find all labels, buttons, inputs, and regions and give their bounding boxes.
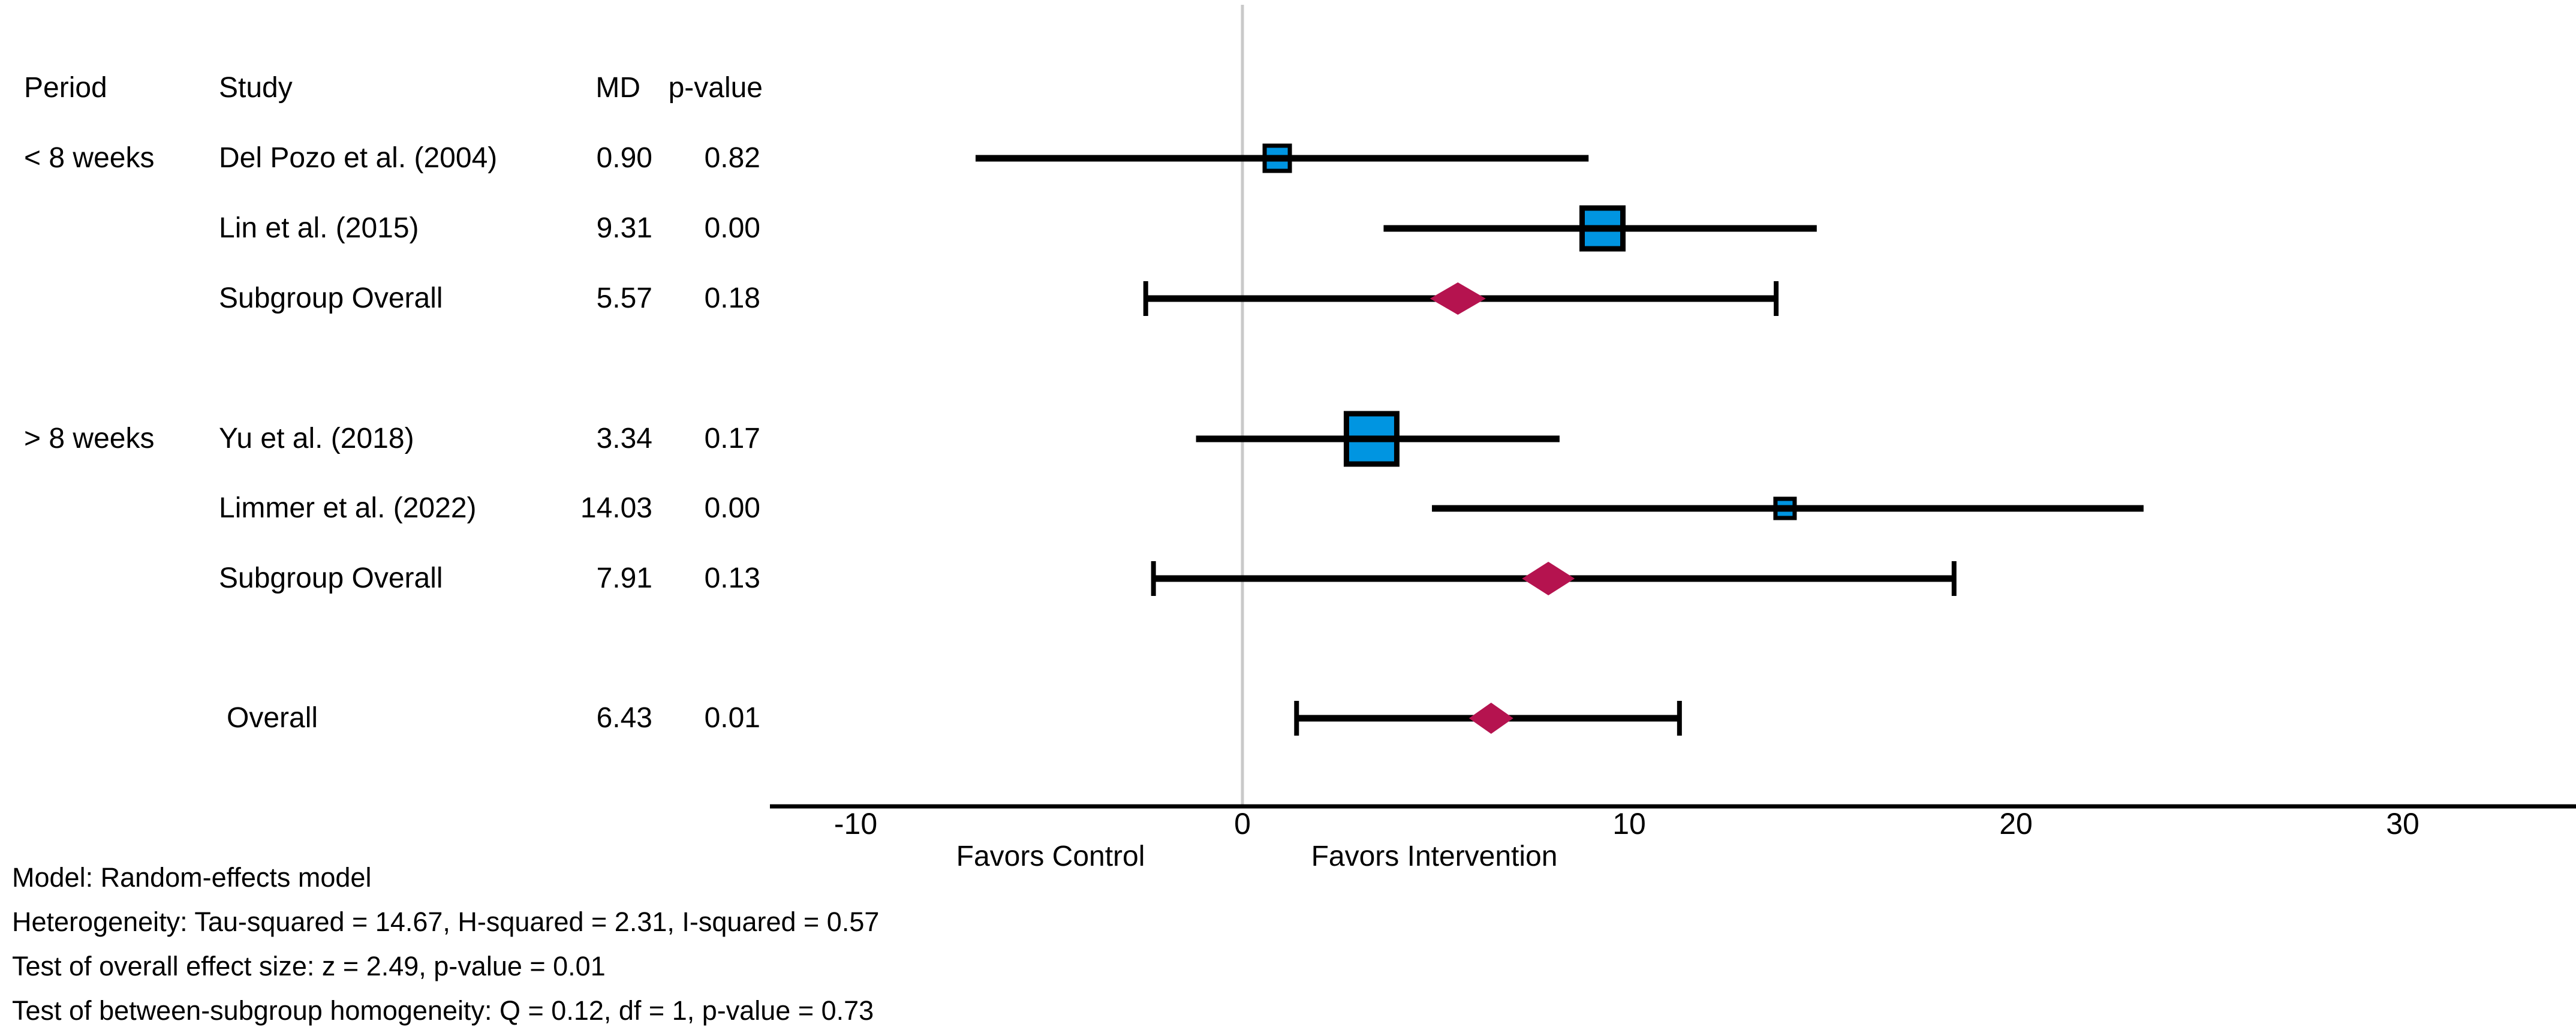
md-value: 9.31 xyxy=(596,212,652,244)
study-label: Limmer et al. (2022) xyxy=(219,492,477,524)
column-header-period: Period xyxy=(24,72,107,104)
p-value: 0.01 xyxy=(704,702,760,734)
between-subgroup-test-note: Test of between-subgroup homogeneity: Q … xyxy=(12,995,874,1026)
pooled-estimate-diamond xyxy=(1522,562,1575,595)
column-header-study: Study xyxy=(219,72,293,104)
favors-intervention-label: Favors Intervention xyxy=(1311,841,1558,872)
p-value: 0.17 xyxy=(704,423,760,454)
column-header-md: MD xyxy=(595,72,640,104)
p-value: 0.13 xyxy=(704,562,760,594)
study-label: Del Pozo et al. (2004) xyxy=(219,142,498,174)
pooled-estimate-diamond xyxy=(1430,282,1486,315)
study-label: Lin et al. (2015) xyxy=(219,212,419,244)
p-value: 0.82 xyxy=(704,142,760,174)
x-axis-tick-label: 30 xyxy=(2386,807,2419,841)
md-value: 3.34 xyxy=(596,423,652,454)
x-axis-tick-label: 20 xyxy=(1999,807,2033,841)
column-header-pvalue: p-value xyxy=(668,72,763,104)
model-note: Model: Random-effects model xyxy=(12,862,372,893)
p-value: 0.00 xyxy=(704,492,760,524)
study-label: Yu et al. (2018) xyxy=(219,423,414,454)
heterogeneity-note: Heterogeneity: Tau-squared = 14.67, H-sq… xyxy=(12,907,880,937)
md-value: 14.03 xyxy=(580,492,652,524)
period-label-gt8weeks: > 8 weeks xyxy=(24,423,155,454)
x-axis-tick-label: 10 xyxy=(1612,807,1646,841)
x-axis-tick-label: 0 xyxy=(1234,807,1251,841)
p-value: 0.18 xyxy=(704,282,760,314)
overall-label: Overall xyxy=(227,702,318,734)
subgroup-overall-label: Subgroup Overall xyxy=(219,282,443,314)
overall-effect-test-note: Test of overall effect size: z = 2.49, p… xyxy=(12,951,606,981)
md-value: 5.57 xyxy=(596,282,652,314)
x-axis-tick-label: -10 xyxy=(834,807,877,841)
favors-control-label: Favors Control xyxy=(956,841,1145,872)
period-label-lt8weeks: < 8 weeks xyxy=(24,142,155,174)
md-value: 6.43 xyxy=(596,702,652,734)
p-value: 0.00 xyxy=(704,212,760,244)
pooled-estimate-diamond xyxy=(1468,703,1513,734)
md-value: 0.90 xyxy=(596,142,652,174)
md-value: 7.91 xyxy=(596,562,652,594)
subgroup-overall-label: Subgroup Overall xyxy=(219,562,443,594)
